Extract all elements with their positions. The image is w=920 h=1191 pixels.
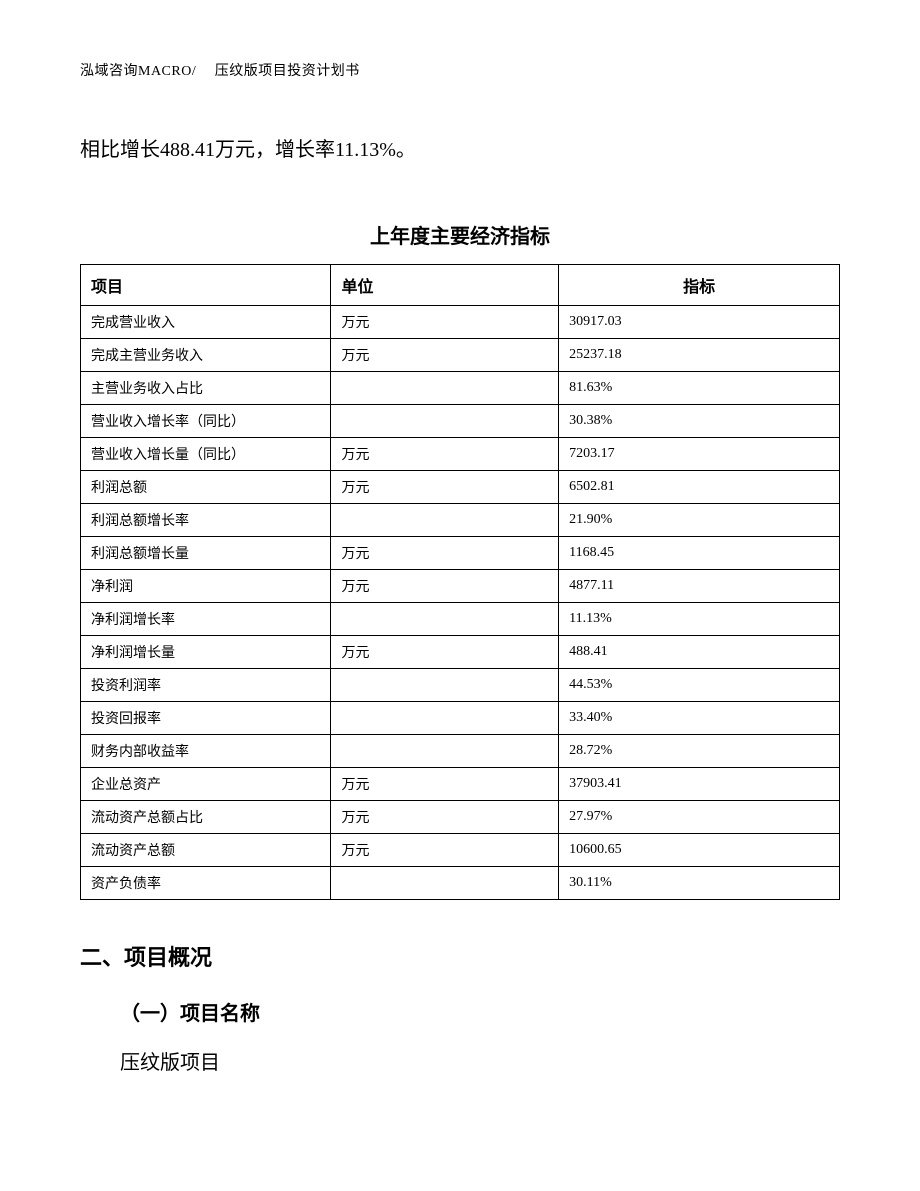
table-cell: 资产负债率 (81, 867, 331, 900)
table-row: 投资利润率 44.53% (81, 669, 840, 702)
table-cell: 万元 (331, 801, 559, 834)
table-header-row: 项目 单位 指标 (81, 265, 840, 306)
table-cell: 4877.11 (559, 570, 840, 603)
table-cell: 净利润 (81, 570, 331, 603)
table-cell: 利润总额增长量 (81, 537, 331, 570)
table-cell (331, 735, 559, 768)
table-row: 投资回报率 33.40% (81, 702, 840, 735)
page-header: 泓域咨询MACRO/ 压纹版项目投资计划书 (80, 60, 840, 80)
table-cell: 投资利润率 (81, 669, 331, 702)
table-cell: 11.13% (559, 603, 840, 636)
table-cell: 万元 (331, 471, 559, 504)
table-cell (331, 702, 559, 735)
document-page: 泓域咨询MACRO/ 压纹版项目投资计划书 相比增长488.41万元，增长率11… (0, 0, 920, 1135)
table-cell: 净利润增长量 (81, 636, 331, 669)
table-cell: 488.41 (559, 636, 840, 669)
table-cell: 万元 (331, 636, 559, 669)
table-row: 营业收入增长量（同比）万元7203.17 (81, 438, 840, 471)
table-cell: 21.90% (559, 504, 840, 537)
body-paragraph: 相比增长488.41万元，增长率11.13%。 (80, 130, 840, 170)
subsection-title: （一）项目名称 (120, 997, 840, 1026)
table-row: 流动资产总额占比万元27.97% (81, 801, 840, 834)
table-cell: 完成主营业务收入 (81, 339, 331, 372)
table-cell (331, 669, 559, 702)
table-cell: 万元 (331, 339, 559, 372)
table-title: 上年度主要经济指标 (80, 220, 840, 249)
table-cell: 6502.81 (559, 471, 840, 504)
section-title: 二、项目概况 (80, 940, 840, 972)
table-cell: 30.11% (559, 867, 840, 900)
table-cell (331, 405, 559, 438)
table-row: 资产负债率 30.11% (81, 867, 840, 900)
table-cell: 37903.41 (559, 768, 840, 801)
table-cell: 营业收入增长量（同比） (81, 438, 331, 471)
table-cell (331, 372, 559, 405)
table-cell: 万元 (331, 537, 559, 570)
table-cell: 33.40% (559, 702, 840, 735)
table-cell: 28.72% (559, 735, 840, 768)
table-cell: 利润总额 (81, 471, 331, 504)
table-cell: 投资回报率 (81, 702, 331, 735)
table-cell: 44.53% (559, 669, 840, 702)
table-header-cell: 指标 (559, 265, 840, 306)
table-header-cell: 单位 (331, 265, 559, 306)
table-cell: 万元 (331, 768, 559, 801)
table-row: 流动资产总额万元10600.65 (81, 834, 840, 867)
economic-indicators-table: 项目 单位 指标 完成营业收入万元30917.03完成主营业务收入万元25237… (80, 264, 840, 900)
table-cell: 7203.17 (559, 438, 840, 471)
subsection-content: 压纹版项目 (120, 1046, 840, 1075)
table-cell: 主营业务收入占比 (81, 372, 331, 405)
table-cell: 企业总资产 (81, 768, 331, 801)
table-row: 完成营业收入万元30917.03 (81, 306, 840, 339)
table-header-cell: 项目 (81, 265, 331, 306)
table-cell: 完成营业收入 (81, 306, 331, 339)
table-row: 利润总额增长量万元1168.45 (81, 537, 840, 570)
table-row: 净利润万元4877.11 (81, 570, 840, 603)
table-cell: 万元 (331, 834, 559, 867)
table-row: 主营业务收入占比 81.63% (81, 372, 840, 405)
table-cell (331, 867, 559, 900)
table-cell (331, 504, 559, 537)
table-cell: 财务内部收益率 (81, 735, 331, 768)
table-cell: 30917.03 (559, 306, 840, 339)
table-row: 完成主营业务收入万元25237.18 (81, 339, 840, 372)
table-cell: 25237.18 (559, 339, 840, 372)
table-cell: 流动资产总额占比 (81, 801, 331, 834)
table-cell: 万元 (331, 570, 559, 603)
table-row: 营业收入增长率（同比） 30.38% (81, 405, 840, 438)
table-row: 企业总资产万元37903.41 (81, 768, 840, 801)
table-cell: 万元 (331, 438, 559, 471)
table-cell: 利润总额增长率 (81, 504, 331, 537)
table-row: 净利润增长量万元488.41 (81, 636, 840, 669)
table-cell: 净利润增长率 (81, 603, 331, 636)
table-cell: 营业收入增长率（同比） (81, 405, 331, 438)
table-cell (331, 603, 559, 636)
table-row: 利润总额增长率 21.90% (81, 504, 840, 537)
table-cell: 1168.45 (559, 537, 840, 570)
table-row: 财务内部收益率 28.72% (81, 735, 840, 768)
table-cell: 30.38% (559, 405, 840, 438)
table-body: 完成营业收入万元30917.03完成主营业务收入万元25237.18主营业务收入… (81, 306, 840, 900)
table-cell: 流动资产总额 (81, 834, 331, 867)
table-cell: 27.97% (559, 801, 840, 834)
table-cell: 10600.65 (559, 834, 840, 867)
table-cell: 81.63% (559, 372, 840, 405)
table-row: 利润总额万元6502.81 (81, 471, 840, 504)
table-row: 净利润增长率 11.13% (81, 603, 840, 636)
table-cell: 万元 (331, 306, 559, 339)
